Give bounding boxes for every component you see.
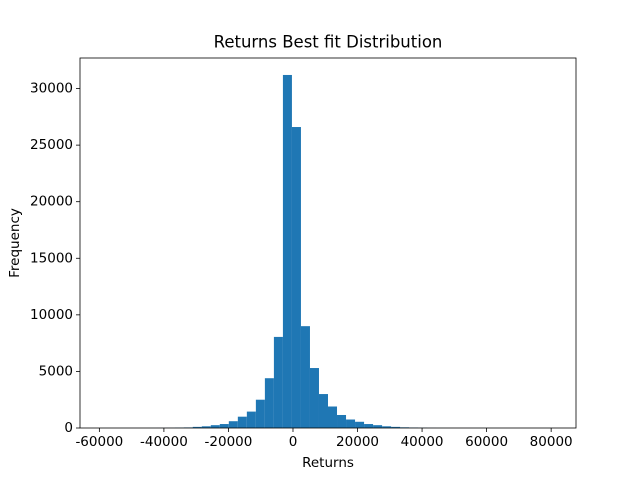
bar: [228, 421, 238, 428]
bar: [291, 127, 301, 428]
y-tick-label: 15000: [30, 250, 73, 266]
bar: [382, 426, 392, 428]
bar: [337, 414, 347, 428]
x-tick-label: 80000: [530, 434, 573, 450]
x-tick-label: 0: [289, 434, 298, 450]
y-tick-label: 10000: [30, 307, 73, 323]
bar: [210, 425, 220, 428]
y-tick-label: 30000: [30, 81, 73, 97]
y-tick-label: 25000: [30, 137, 73, 153]
bar: [273, 336, 283, 428]
bar: [264, 378, 274, 428]
bar: [309, 368, 319, 428]
bar: [282, 74, 292, 429]
y-tick-label: 5000: [39, 363, 73, 379]
bar: [355, 421, 365, 428]
y-axis-label: Frequency: [7, 208, 23, 278]
x-axis-label: Returns: [302, 455, 354, 471]
x-tick-label: 40000: [401, 434, 444, 450]
bar: [328, 406, 338, 428]
bar: [373, 425, 383, 428]
bar: [219, 424, 229, 428]
x-tick-label: 60000: [465, 434, 508, 450]
y-tick-label: 20000: [30, 194, 73, 210]
bar: [192, 426, 202, 428]
y-tick-label: 0: [64, 420, 73, 436]
bar: [391, 426, 401, 428]
plot-frame: [79, 57, 577, 429]
bar: [364, 424, 374, 428]
bar: [201, 426, 211, 428]
x-tick-label: 20000: [336, 434, 379, 450]
bar: [255, 399, 265, 428]
bar: [346, 419, 356, 428]
bar: [318, 394, 328, 428]
x-tick-label: -40000: [140, 434, 188, 450]
bar: [300, 326, 310, 428]
chart-title: Returns Best fit Distribution: [214, 33, 443, 52]
x-tick-label: -20000: [205, 434, 253, 450]
bar: [237, 416, 247, 428]
x-tick-label: -60000: [75, 434, 123, 450]
bar: [246, 411, 256, 428]
